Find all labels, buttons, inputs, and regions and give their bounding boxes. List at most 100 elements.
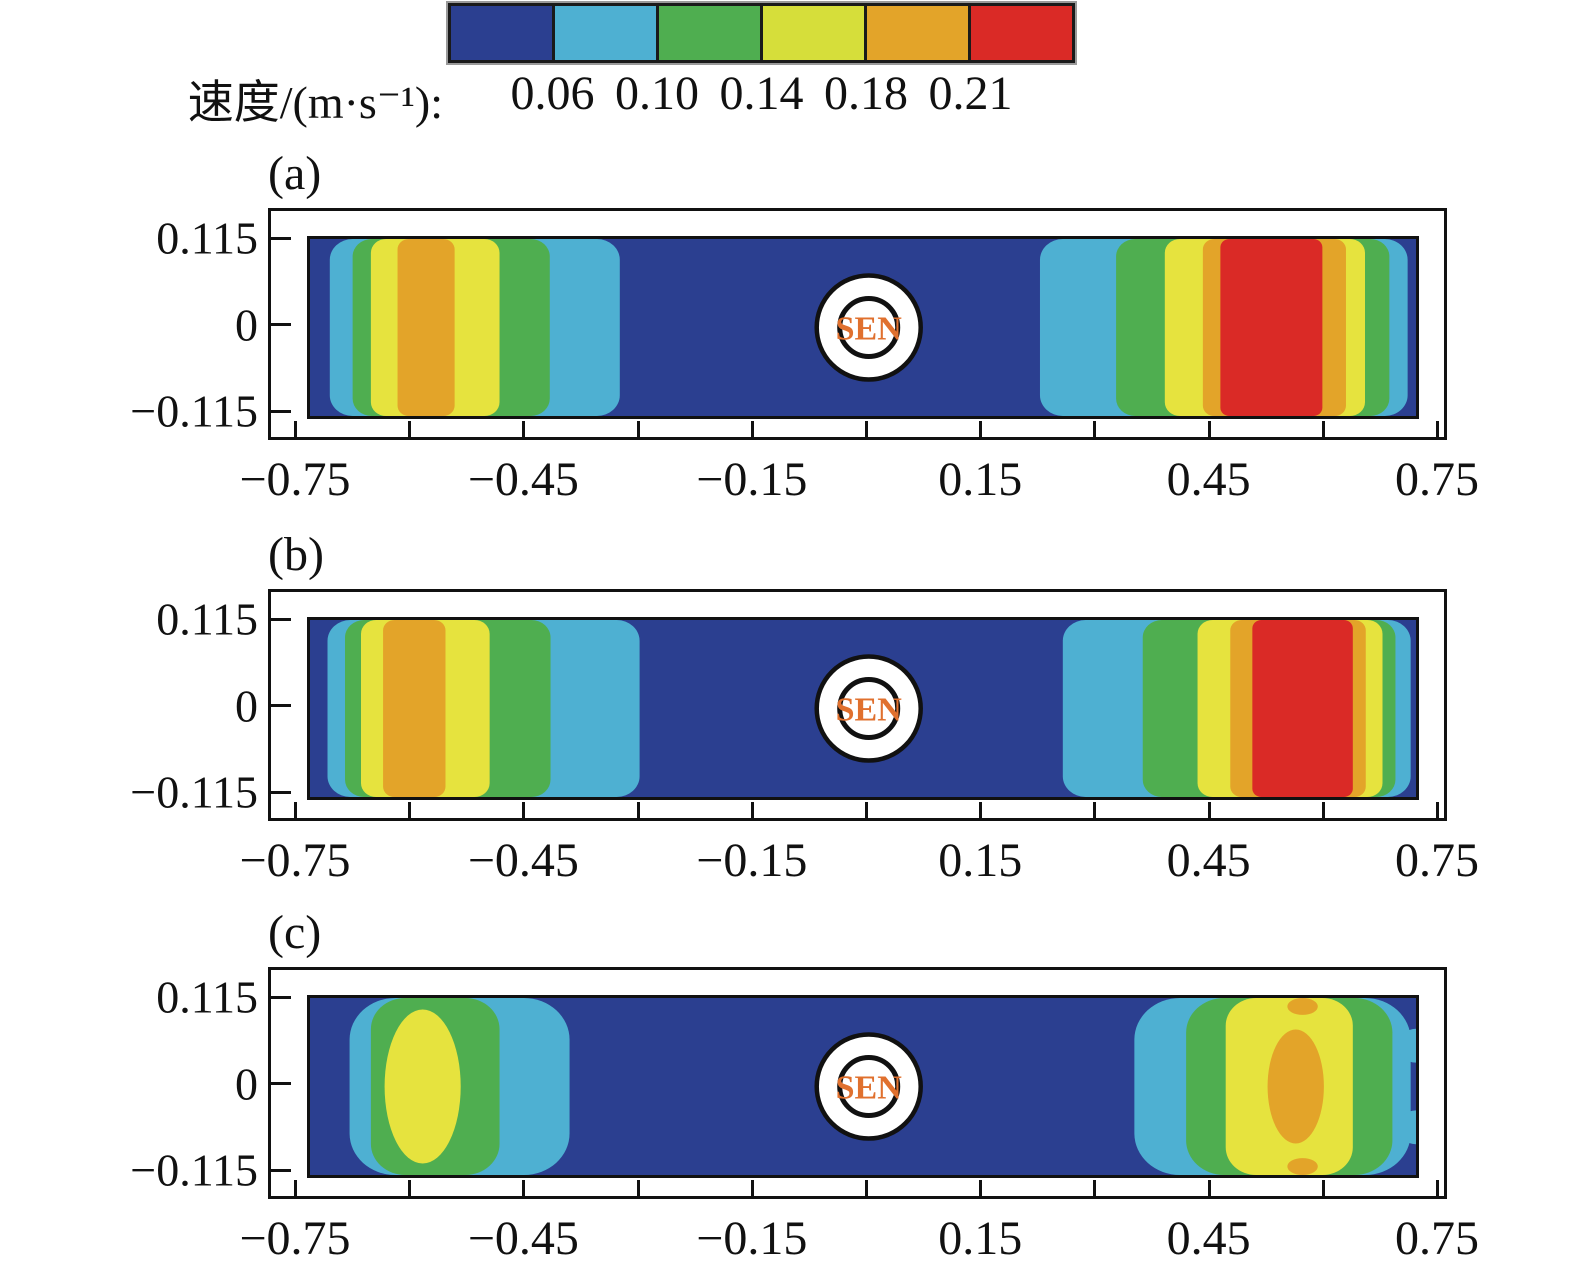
colorbar-tick-label: 0.14 [719,67,804,120]
x-axis-tick [979,1180,983,1196]
velocity-band-orange [397,239,455,416]
x-axis-tick [1207,421,1211,437]
x-axis-tick [750,1180,754,1196]
x-axis-tick-label: −0.45 [467,1212,579,1265]
x-axis-tick-label: 0.15 [938,1212,1023,1265]
x-axis-tick [1093,802,1097,818]
colorbar-segment [451,6,555,60]
x-axis-tick [408,1180,412,1196]
sen-outer-circle [814,654,923,763]
colorbar-label: 速度/(m·s⁻¹): [187,77,443,128]
x-axis-tick-label: 0.15 [938,453,1023,506]
y-axis-tick-label: 0.115 [156,593,258,645]
y-axis-tick-label: 0.115 [156,971,258,1023]
sen-inner-ring [837,1055,901,1118]
x-axis-tick [1321,1180,1325,1196]
colorbar-segment [763,6,867,60]
x-axis-tick [979,802,983,818]
y-axis-tick [271,1168,291,1172]
x-axis-tick [294,802,297,818]
velocity-lens-orange [1287,998,1318,1015]
x-axis-tick [865,1180,868,1196]
x-axis-tick-label: −0.75 [239,834,351,887]
y-axis-tick-label: 0 [235,299,258,350]
x-axis-tick-label: 0.75 [1395,834,1479,887]
panel-label: (c) [268,906,322,959]
contour-plot: SEN [307,236,1419,419]
sen-label: SEN [836,311,903,348]
x-axis-tick-label: −0.15 [696,834,808,887]
colorbar-tick-label: 0.06 [510,67,595,120]
sen-inner-ring [837,296,901,359]
y-axis-tick [271,617,291,621]
x-axis-tick [1436,802,1439,818]
sen-outer-circle [814,1032,923,1141]
x-axis-tick [294,421,297,437]
x-axis-tick [294,1180,297,1196]
velocity-lens-lightblue [1397,1110,1416,1145]
x-axis-tick [408,802,412,818]
x-axis-tick [522,1180,526,1196]
colorbar-tick-label: 0.10 [615,67,699,120]
x-axis-tick [865,421,868,437]
x-axis-tick-label: 0.75 [1395,1212,1479,1265]
x-axis-tick [1207,1180,1211,1196]
x-axis-tick [408,421,412,437]
x-axis-tick [1207,802,1211,818]
colorbar-segment [867,6,971,60]
x-axis-tick [1093,1180,1097,1196]
panel-label: (a) [268,147,322,200]
x-axis-tick [636,802,640,818]
y-axis-tick [271,323,291,326]
x-axis-tick [1321,421,1325,437]
y-axis-tick [271,704,291,707]
x-axis-tick [1436,1180,1439,1196]
x-axis-tick-label: −0.15 [696,1212,808,1265]
contour-plot: SEN [307,995,1419,1178]
x-axis-tick-label: 0.15 [938,834,1023,887]
y-axis-tick [271,1082,291,1085]
velocity-lens-lightblue [1397,1028,1416,1063]
x-axis-tick [979,421,983,437]
y-axis-tick-label: −0.115 [130,385,258,437]
y-axis-tick-label: −0.115 [130,1144,258,1196]
x-axis-tick-label: −0.45 [467,453,579,506]
y-axis-tick-label: 0 [235,680,258,731]
x-axis-tick-label: 0.75 [1395,453,1479,506]
sen-inner-ring [837,677,901,740]
y-axis-tick-label: −0.115 [130,766,258,818]
x-axis-tick-label: −0.45 [467,834,579,887]
y-axis-tick [271,236,291,240]
y-axis-tick [271,409,291,413]
colorbar-tick-label: 0.21 [928,67,1013,120]
sen-label: SEN [836,692,903,729]
x-axis-tick [750,421,754,437]
y-axis-tick-label: 0 [235,1058,258,1109]
x-axis-tick [522,421,526,437]
y-axis-tick [271,790,291,794]
x-axis-tick-label: −0.75 [239,453,351,506]
y-axis-tick [271,995,291,999]
colorbar [446,1,1077,65]
x-axis-tick [636,1180,640,1196]
velocity-lens-orange [1267,1029,1324,1144]
x-axis-tick [1436,421,1439,437]
x-axis-tick-label: 0.45 [1166,453,1251,506]
colorbar-tick-label: 0.18 [824,67,908,120]
x-axis-tick-label: 0.45 [1166,1212,1251,1265]
x-axis-tick [750,802,754,818]
x-axis-tick [522,802,526,818]
contour-plot: SEN [307,617,1419,800]
sen-label: SEN [836,1070,903,1107]
x-axis-tick [1321,802,1325,818]
sen-outer-circle [814,273,923,382]
velocity-lens-orange [1287,1158,1318,1175]
velocity-band-orange [383,620,446,797]
x-axis-tick-label: −0.75 [239,1212,351,1265]
colorbar-segment [659,6,763,60]
colorbar-segment [971,6,1072,60]
panel-label: (b) [268,528,324,581]
velocity-lens-yellow [384,1009,461,1164]
colorbar-segment [555,6,659,60]
